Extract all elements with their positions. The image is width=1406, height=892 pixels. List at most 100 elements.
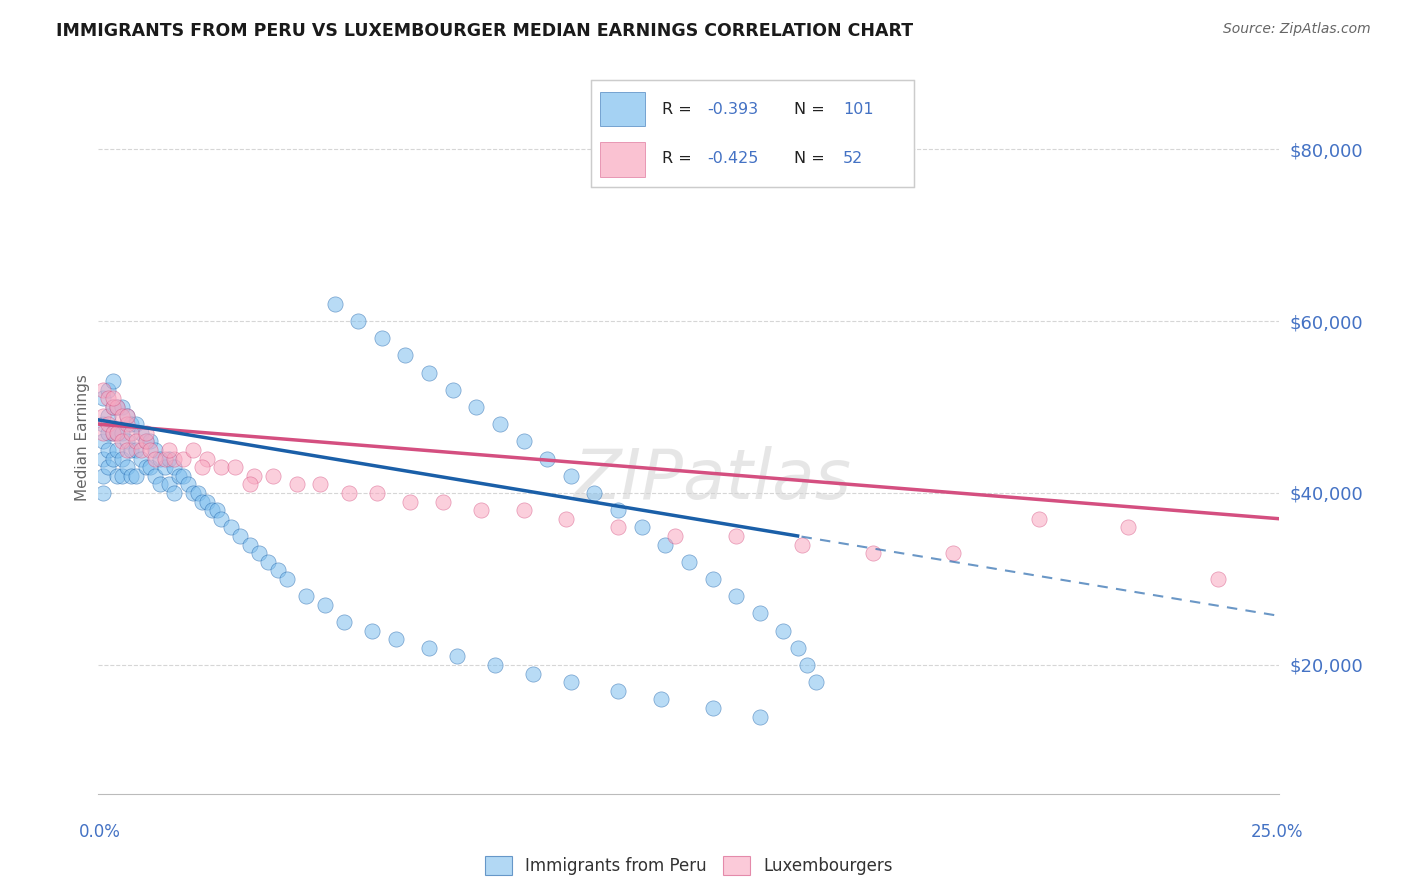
Point (650, 692, 672, 706)
Point (135, 434, 157, 449)
Point (143, 442, 166, 457)
Point (91, 451, 114, 466)
Point (333, 615, 356, 629)
Point (125, 442, 148, 457)
Point (276, 572, 298, 586)
Point (678, 555, 700, 569)
Text: 0.0%: 0.0% (79, 822, 121, 840)
Point (195, 494, 218, 508)
Point (105, 400, 128, 414)
Point (139, 460, 162, 475)
Point (418, 640, 440, 655)
Point (725, 529, 748, 543)
Point (135, 425, 157, 440)
Point (121, 417, 143, 432)
Point (115, 460, 138, 475)
Point (239, 537, 262, 551)
Text: 25.0%: 25.0% (1250, 822, 1303, 840)
Point (91, 486, 114, 500)
Point (371, 331, 394, 345)
Text: Source: ZipAtlas.com: Source: ZipAtlas.com (1223, 22, 1371, 37)
Point (101, 425, 124, 440)
Point (111, 468, 134, 483)
Text: N =: N = (794, 102, 830, 117)
Text: -0.425: -0.425 (707, 151, 758, 166)
Point (522, 666, 544, 681)
Point (121, 442, 143, 457)
Point (143, 451, 166, 466)
Point (239, 477, 262, 491)
Point (115, 409, 138, 423)
Point (489, 417, 512, 432)
Point (177, 477, 200, 491)
Point (560, 675, 582, 690)
Point (555, 512, 578, 526)
Point (91, 409, 114, 423)
Point (512, 434, 534, 449)
Text: 52: 52 (842, 151, 863, 166)
Point (664, 529, 686, 543)
Point (97, 417, 120, 432)
Point (399, 494, 422, 508)
Point (247, 546, 270, 560)
Point (224, 460, 246, 475)
Point (163, 451, 186, 466)
Point (105, 442, 128, 457)
Point (101, 425, 124, 440)
Point (101, 374, 124, 388)
Point (748, 607, 770, 621)
Point (97, 409, 120, 423)
Point (267, 563, 290, 577)
Point (394, 348, 416, 362)
Point (243, 468, 266, 483)
Point (285, 477, 308, 491)
Point (191, 494, 214, 508)
Point (446, 649, 468, 664)
Point (630, 520, 652, 534)
Point (1206, 572, 1229, 586)
Point (121, 425, 143, 440)
Point (385, 632, 408, 647)
Point (187, 486, 209, 500)
Point (105, 400, 128, 414)
Text: R =: R = (662, 151, 696, 166)
Point (607, 503, 630, 517)
Point (583, 486, 606, 500)
Point (418, 366, 440, 380)
Point (111, 434, 134, 449)
Point (125, 468, 148, 483)
Point (195, 451, 218, 466)
Point (157, 442, 180, 457)
Point (536, 451, 558, 466)
Point (772, 624, 794, 638)
Text: 101: 101 (842, 102, 873, 117)
Point (139, 434, 162, 449)
Point (163, 486, 186, 500)
Point (309, 477, 332, 491)
Point (115, 442, 138, 457)
Point (607, 683, 630, 698)
Point (792, 537, 814, 551)
Point (295, 589, 318, 603)
Point (191, 460, 214, 475)
Point (702, 572, 724, 586)
Point (101, 392, 124, 406)
Point (101, 451, 124, 466)
Point (97, 383, 120, 397)
Point (484, 657, 506, 672)
Point (153, 460, 176, 475)
Point (91, 468, 114, 483)
Point (796, 657, 818, 672)
Point (105, 468, 128, 483)
Point (91, 392, 114, 406)
Point (91, 434, 114, 449)
Point (314, 598, 336, 612)
Point (205, 503, 228, 517)
Text: -0.393: -0.393 (707, 102, 758, 117)
Point (172, 451, 194, 466)
Point (97, 392, 120, 406)
Point (121, 468, 143, 483)
Point (748, 709, 770, 723)
Text: IMMIGRANTS FROM PERU VS LUXEMBOURGER MEDIAN EARNINGS CORRELATION CHART: IMMIGRANTS FROM PERU VS LUXEMBOURGER MED… (56, 22, 914, 40)
Point (115, 434, 138, 449)
